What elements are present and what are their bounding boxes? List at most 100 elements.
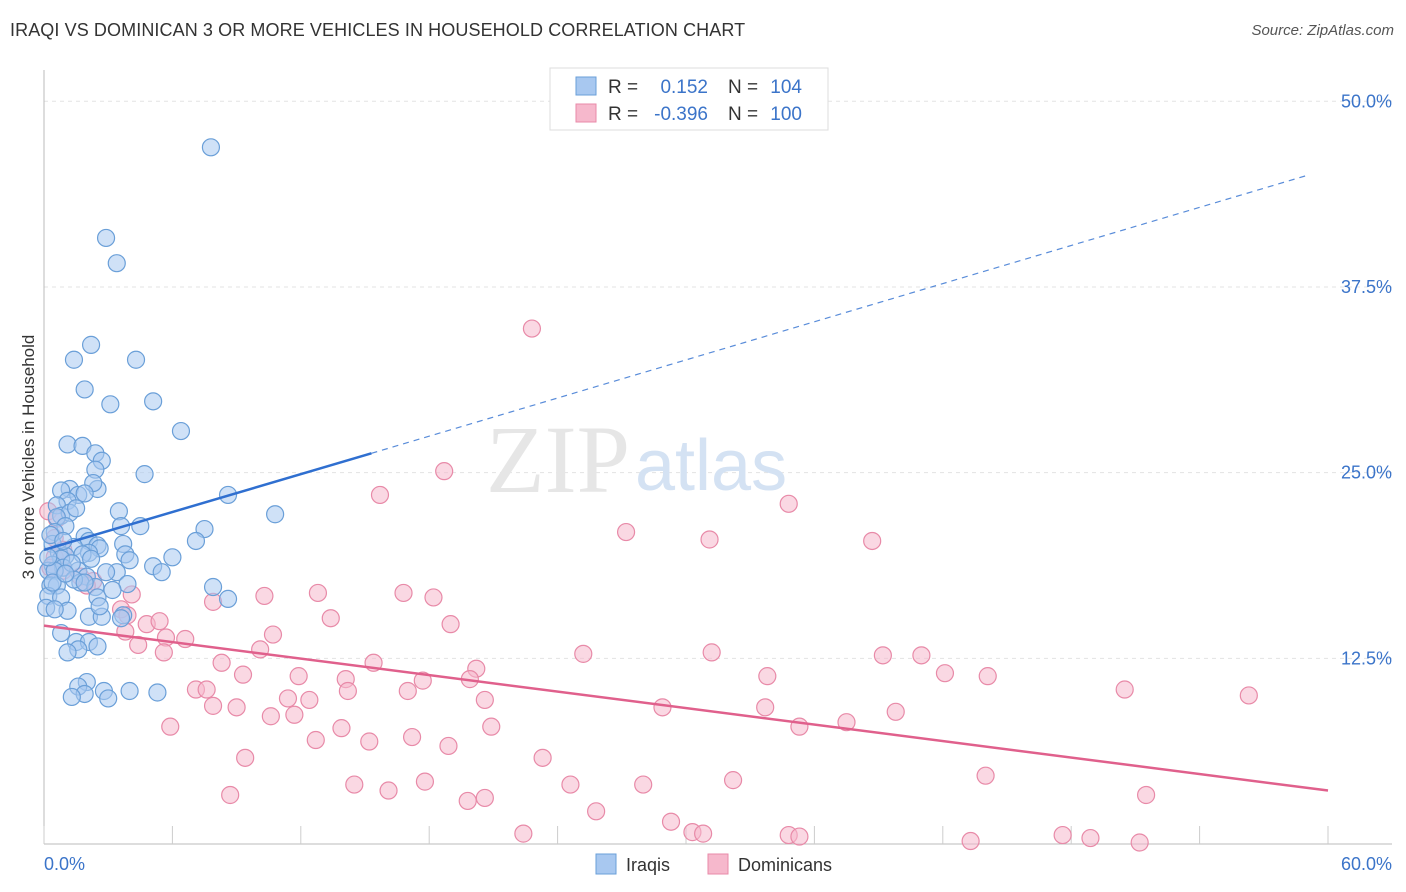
- iraqi-point-85: [120, 681, 139, 701]
- iraqi-point-102: [56, 564, 75, 583]
- legend-bottom-swatch-dominican: [707, 853, 729, 875]
- iraqi-point-93: [81, 549, 101, 568]
- x-axis-ticks: [43, 826, 1329, 844]
- iraqi-point-98: [66, 499, 86, 518]
- source-label: Source: ZipAtlas.com: [1251, 22, 1394, 39]
- dominican-point-93: [790, 827, 809, 846]
- dominican-point-63: [285, 705, 304, 724]
- iraqi-point-90: [75, 573, 94, 592]
- dominican-point-2: [370, 485, 390, 505]
- dominican-point-49: [935, 664, 955, 683]
- iraqi-point-8: [144, 392, 163, 411]
- dominican-point-41: [912, 646, 931, 665]
- iraqi-trend-solid: [43, 452, 372, 552]
- iraqi-point-95: [96, 563, 116, 582]
- dominican-point-6: [863, 531, 882, 551]
- legend-swatch-iraqi: [575, 76, 597, 96]
- dominican-point-67: [837, 713, 856, 732]
- dominican-point-73: [360, 732, 379, 751]
- iraqi-point-89: [99, 689, 118, 708]
- dominican-point-68: [161, 717, 180, 736]
- dominican-point-20: [308, 583, 328, 603]
- iraqi-point-3: [81, 335, 101, 354]
- legend-bottom: Iraqis Dominicans: [595, 853, 832, 875]
- iraqi-point-15: [135, 465, 154, 484]
- legend-top: R = 0.152 N = 104 R = -0.396 N = 100: [549, 67, 829, 131]
- y-tick-label-1: 25.0%: [1341, 463, 1392, 483]
- iraqi-point-86: [148, 683, 167, 702]
- iraqi-point-51: [152, 563, 171, 582]
- dominican-point-79: [379, 781, 398, 800]
- dominican-point-87: [475, 788, 494, 808]
- dominican-point-75: [439, 736, 458, 756]
- legend-n-value-iraqi: 104: [770, 77, 802, 98]
- dominican-point-43: [233, 665, 253, 684]
- legend-r-value-dominican: -0.396: [654, 104, 708, 125]
- iraqi-point-21: [75, 484, 94, 503]
- legend-bottom-swatch-iraqi: [595, 853, 617, 875]
- dominican-point-42: [212, 653, 231, 672]
- dominican-point-89: [661, 812, 681, 831]
- iraqi-trend-dashed: [371, 174, 1307, 454]
- iraqi-point-32: [266, 505, 285, 524]
- iraqi-point-88: [62, 687, 81, 707]
- dominican-point-99: [1130, 833, 1149, 852]
- dominican-point-50: [978, 667, 997, 686]
- dominican-point-27: [321, 609, 340, 628]
- dominican-point-0: [522, 319, 542, 338]
- iraqi-point-5: [126, 350, 146, 369]
- y-tick-labels: 12.5% 25.0% 37.5% 50.0%: [1341, 91, 1392, 668]
- dominican-point-44: [289, 667, 308, 686]
- dominican-point-62: [261, 707, 280, 726]
- dominican-point-85: [221, 785, 240, 805]
- dominican-point-70: [482, 717, 501, 736]
- dominican-point-35: [154, 643, 173, 662]
- dominican-point-65: [1239, 686, 1258, 705]
- watermark-zip: ZIP: [486, 406, 630, 513]
- gridlines: [44, 100, 1392, 659]
- dominican-point-46: [413, 671, 432, 690]
- dominican-point-55: [278, 689, 298, 708]
- dominican-point-61: [756, 698, 775, 717]
- iraqi-point-65: [203, 577, 223, 597]
- iraqi-point-101: [90, 597, 109, 616]
- watermark-atlas: atlas: [635, 426, 787, 506]
- iraqi-point-1: [96, 228, 116, 248]
- dominican-point-32: [263, 625, 283, 644]
- legend-r-label-iraqi: R =: [608, 77, 638, 98]
- iraqi-point-81: [58, 643, 77, 662]
- iraqi-point-26: [109, 502, 129, 521]
- dominican-point-82: [634, 775, 653, 794]
- dominican-point-19: [255, 586, 274, 606]
- iraqi-point-100: [120, 551, 139, 570]
- dominican-point-39: [702, 643, 721, 662]
- dominican-point-58: [203, 696, 223, 715]
- dominican-point-88: [587, 802, 606, 821]
- iraqi-point-0: [201, 138, 221, 157]
- x-tick-label-min: 0.0%: [44, 854, 85, 874]
- iraqi-point-7: [101, 395, 120, 414]
- dominican-point-56: [300, 690, 319, 710]
- y-tick-label-3: 50.0%: [1341, 91, 1392, 111]
- dominican-point-30: [156, 628, 176, 647]
- dominican-point-26: [150, 612, 169, 631]
- dominican-point-98: [1081, 828, 1100, 848]
- legend-n-label-dominican: N =: [728, 104, 758, 125]
- dominican-point-38: [574, 644, 593, 663]
- dominican-point-74: [402, 727, 422, 747]
- dominican-point-53: [338, 681, 357, 701]
- iraqi-point-6: [75, 380, 94, 399]
- dominican-point-77: [533, 748, 552, 767]
- dominican-point-72: [306, 730, 325, 750]
- iraqi-point-66: [218, 589, 238, 609]
- dominican-point-48: [758, 667, 777, 686]
- iraqi-points: [37, 138, 285, 708]
- iraqi-point-103: [39, 548, 58, 567]
- iraqi-point-47: [186, 531, 206, 551]
- dominican-point-66: [886, 702, 905, 721]
- iraqi-point-94: [45, 600, 64, 619]
- chart-title: IRAQI VS DOMINICAN 3 OR MORE VEHICLES IN…: [10, 20, 746, 40]
- dominican-point-84: [976, 766, 995, 785]
- iraqi-point-4: [64, 350, 84, 369]
